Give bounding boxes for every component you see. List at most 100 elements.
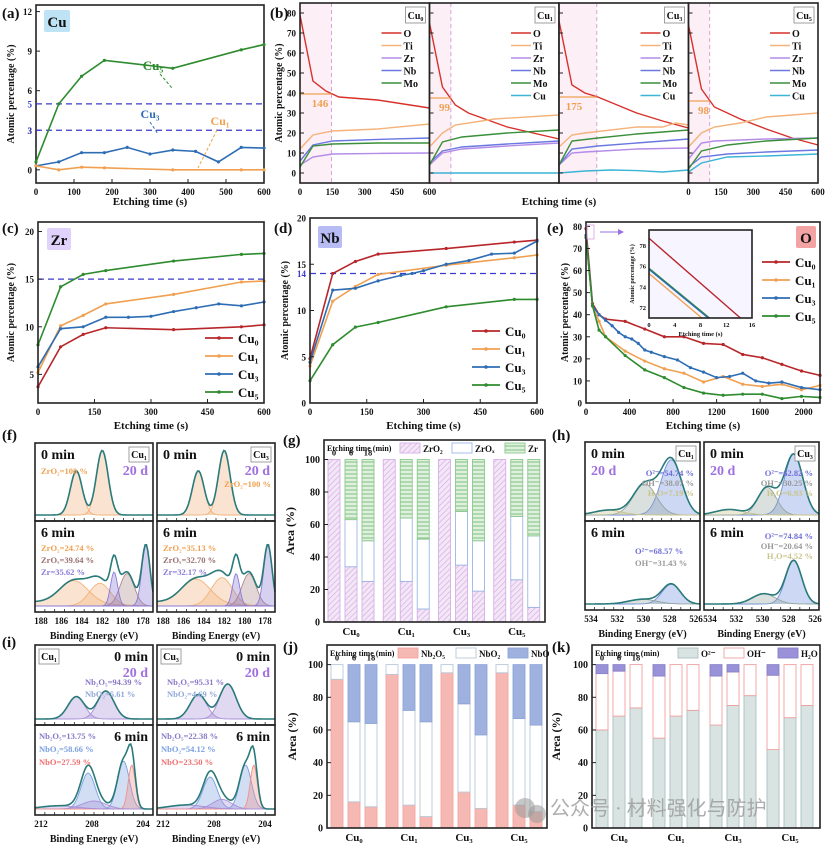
data-point (721, 393, 725, 397)
x-tick-label: 526 (808, 614, 822, 624)
sample-label: Cu₃ (797, 449, 813, 460)
bar-segment-0 (457, 791, 471, 829)
guide-label: 14 (297, 269, 307, 279)
bar-segment-0 (766, 749, 780, 829)
y-tick-label: 6 (28, 86, 33, 96)
series-line-Cu5 (309, 298, 537, 382)
x-tick-label: 300 (358, 187, 372, 197)
x-tick-label: 400 (623, 407, 637, 417)
spectrum-envelope (34, 543, 154, 603)
legend-marker (774, 314, 778, 318)
subpanel-h-1: 0 min O²⁻=62.82 %OH⁻=30.25 %H₂O=6.93 % 20 … (703, 441, 822, 640)
time-label: 6 (352, 653, 356, 663)
y-tick-label: 0 (28, 165, 33, 175)
data-point (610, 324, 614, 328)
y-tick-label: 60 (573, 266, 583, 276)
y-axis-title: Area (%) (285, 712, 299, 760)
bar-segment-1 (510, 515, 524, 581)
spectrum-envelope (156, 744, 276, 810)
data-point (467, 258, 471, 263)
x-tick-label: 180 (238, 616, 252, 626)
panel-label: (i) (2, 635, 16, 651)
x-tick-label: 150 (714, 187, 728, 197)
y-tick-label: 70 (573, 244, 583, 254)
fit-component-fill (35, 765, 153, 809)
bar-segment-1 (726, 671, 740, 706)
data-point (636, 341, 640, 346)
panel-label: (a) (2, 6, 20, 22)
legend-label: Cu (663, 92, 676, 103)
data-point (623, 353, 627, 358)
fit-component-fill (704, 560, 819, 604)
data-point (682, 335, 686, 339)
x-tick-label: 500 (219, 187, 233, 197)
legend-swatch (677, 647, 699, 659)
data-point (239, 252, 243, 256)
data-point (444, 305, 448, 309)
fit-component-fill (157, 799, 275, 809)
data-point (597, 313, 601, 317)
data-point (57, 102, 61, 106)
category-label: Cu₁ (398, 626, 415, 638)
inset-line-Cu0 (648, 237, 741, 319)
fit-component-fill (585, 483, 700, 515)
bar-segment-1 (595, 673, 609, 731)
series-line-O (428, 22, 560, 140)
bar-segment-1 (709, 675, 723, 726)
data-point (331, 271, 335, 276)
watermark-text: 公众号 · 材料强化与防护 (550, 797, 767, 820)
category-label: Cu₁ (667, 832, 684, 844)
y-axis-title: Atomic percentage (%) (560, 263, 571, 362)
data-point (701, 370, 706, 374)
bar-segment-2 (474, 664, 488, 736)
legend-label: Cu₅ (238, 385, 259, 400)
y-tick-label: 0 (315, 618, 320, 629)
data-point (741, 392, 745, 396)
inset-y-title: Atomic percentage (%) (629, 244, 636, 304)
y-tick-label: 40 (573, 310, 583, 320)
data-point (353, 259, 357, 264)
data-point (34, 160, 38, 164)
category-label: Cu₀ (345, 832, 363, 844)
inset-x-tick-label: 0 (647, 322, 650, 329)
fit-component-fill (157, 684, 275, 719)
bar-segment-0 (385, 673, 399, 829)
bar-segment-0 (510, 579, 524, 623)
data-point (81, 332, 85, 337)
bar-segment-1 (399, 517, 413, 582)
fit-component-fill (35, 805, 153, 809)
annotation-arrow (197, 129, 218, 169)
legend-label: Zr (533, 54, 545, 65)
age-label: 20 d (123, 666, 149, 681)
x-tick-label: 2000 (795, 407, 814, 417)
component-percentage: OH⁻=38.07 % (642, 478, 694, 488)
bar-segment-1 (800, 664, 814, 706)
sample-label: Cu₁ (131, 450, 147, 461)
marker-value: 98 (698, 105, 710, 117)
data-point (239, 48, 243, 52)
sample-label: Cu₁ (678, 449, 694, 460)
fit-component-fill (157, 777, 275, 809)
component-percentage: OH⁻=20.64 % (761, 541, 813, 551)
bar-segment-0 (402, 804, 416, 829)
bar-segment-0 (347, 801, 361, 829)
data-point (760, 356, 764, 360)
bar-segment-2 (419, 664, 433, 723)
data-point (662, 335, 666, 339)
component-percentage: NbO=23.50 % (161, 757, 213, 767)
data-point (512, 240, 516, 244)
data-point (331, 343, 335, 347)
component-percentage: ZrOₓ=32.70 % (163, 555, 216, 565)
bar-segment-2 (709, 664, 723, 677)
bar-segment-1 (529, 724, 543, 813)
bar-segment-1 (527, 535, 541, 608)
fit-component-fill (157, 577, 275, 606)
bar-segment-1 (419, 721, 433, 818)
legend-title: Etching time (min) (327, 444, 392, 453)
marker-value: 146 (312, 98, 329, 110)
component-percentage: Zr=32.17 % (163, 567, 207, 577)
time-label: 0 (335, 653, 339, 663)
fit-component-fill (35, 761, 153, 809)
